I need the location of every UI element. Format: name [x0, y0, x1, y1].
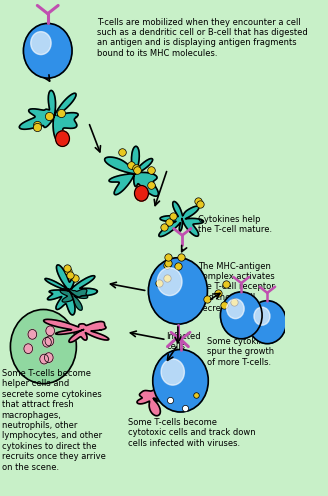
Circle shape — [24, 344, 32, 354]
Circle shape — [28, 329, 37, 339]
Point — [171, 212, 176, 220]
Circle shape — [248, 301, 286, 344]
Polygon shape — [60, 289, 88, 310]
Circle shape — [45, 336, 54, 346]
Point — [166, 259, 171, 267]
Point — [176, 262, 181, 270]
Point — [221, 301, 227, 309]
Circle shape — [227, 299, 244, 318]
Text: Some T-cells become
cytotoxic cells and track down
cells infected with viruses.: Some T-cells become cytotoxic cells and … — [129, 418, 256, 448]
Point — [149, 166, 154, 174]
Circle shape — [134, 186, 148, 201]
Point — [134, 167, 140, 175]
Circle shape — [43, 337, 51, 347]
Text: T-cells are mobilized when they encounter a cell
such as a dendritic cell or B-c: T-cells are mobilized when they encounte… — [97, 17, 308, 58]
Circle shape — [44, 353, 53, 363]
Circle shape — [23, 23, 72, 78]
Text: Some T-cells become
helper cells and
secrete some cytokines
that attract fresh
m: Some T-cells become helper cells and sec… — [2, 369, 106, 472]
Point — [157, 279, 162, 287]
Point — [161, 223, 166, 231]
Point — [168, 396, 173, 404]
Circle shape — [157, 268, 182, 296]
Polygon shape — [137, 389, 179, 416]
Point — [224, 280, 229, 288]
Circle shape — [148, 258, 207, 324]
Point — [129, 162, 134, 170]
Point — [197, 200, 202, 208]
Point — [182, 404, 188, 412]
Circle shape — [254, 307, 270, 325]
Circle shape — [161, 359, 184, 385]
Circle shape — [10, 310, 76, 384]
Point — [204, 295, 209, 303]
Point — [166, 218, 172, 226]
Polygon shape — [45, 265, 97, 315]
Point — [58, 109, 64, 117]
Polygon shape — [44, 319, 109, 342]
Point — [166, 253, 171, 261]
Circle shape — [55, 131, 70, 146]
Point — [165, 261, 170, 269]
Polygon shape — [105, 146, 158, 196]
Point — [149, 182, 154, 189]
Point — [46, 112, 51, 120]
Point — [194, 391, 199, 399]
Text: Some cytokines
spur the growth
of more T-cells.: Some cytokines spur the growth of more T… — [207, 337, 274, 367]
Point — [231, 298, 236, 306]
Point — [34, 123, 39, 131]
Point — [215, 290, 220, 298]
Polygon shape — [19, 90, 78, 143]
Polygon shape — [159, 201, 203, 237]
Point — [35, 122, 40, 129]
Point — [65, 267, 71, 275]
Text: Infected
cells: Infected cells — [167, 332, 201, 351]
Text: Cytokines help
the T-cell mature.: Cytokines help the T-cell mature. — [198, 215, 272, 234]
Point — [178, 253, 183, 261]
Point — [195, 197, 200, 205]
Circle shape — [220, 292, 262, 339]
Point — [133, 164, 138, 172]
Point — [68, 271, 73, 279]
Text: The MHC-antigen
complex activates
the T-cell receptor
and the T cell
secretés cy: The MHC-antigen complex activates the T-… — [198, 262, 279, 313]
Point — [64, 264, 69, 272]
Circle shape — [153, 350, 208, 412]
Point — [165, 274, 170, 282]
Point — [120, 148, 125, 156]
Circle shape — [31, 32, 51, 55]
Circle shape — [40, 354, 49, 364]
Circle shape — [46, 326, 54, 336]
Point — [73, 274, 78, 282]
